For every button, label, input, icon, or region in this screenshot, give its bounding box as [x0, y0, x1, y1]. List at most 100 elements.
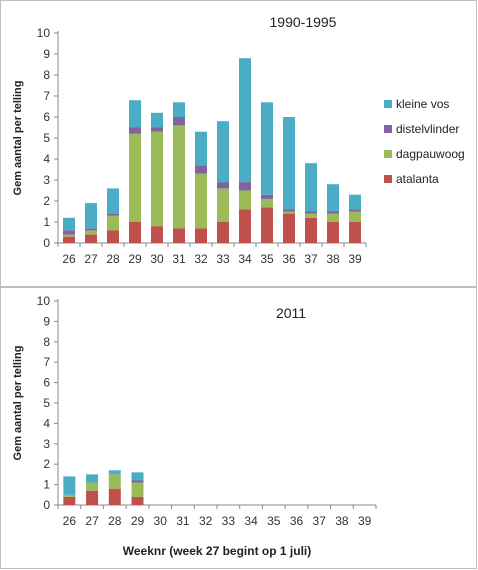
- legend-swatch-atalanta: [384, 175, 392, 183]
- legend-label-atalanta: atalanta: [396, 172, 439, 186]
- y-tick-label: 9: [43, 47, 50, 61]
- y-tick-label: 9: [43, 314, 50, 328]
- bar-segment-dagpauwoog-week-27: [85, 230, 97, 235]
- x-tick-label: 37: [304, 252, 318, 266]
- bar-segment-atalanta-week-29: [129, 222, 141, 243]
- bar-segment-atalanta-week-27: [85, 234, 97, 243]
- bar-segment-distelvlinder-week-26: [63, 230, 75, 235]
- bar-segment-kleine-vos-week-31: [173, 102, 185, 117]
- bar-segment-atalanta-week-29: [131, 496, 144, 505]
- bar-segment-dagpauwoog-week-32: [195, 173, 207, 229]
- x-tick-label: 26: [63, 514, 77, 528]
- legend-swatch-dagpauwoog: [384, 150, 392, 158]
- x-tick-label: 35: [260, 252, 274, 266]
- x-tick-label: 32: [199, 514, 213, 528]
- bar-segment-kleine-vos-week-28: [108, 470, 121, 475]
- bar-segment-distelvlinder-week-33: [217, 182, 229, 189]
- y-tick-label: 3: [43, 173, 50, 187]
- bar-segment-dagpauwoog-week-26: [63, 234, 75, 237]
- y-axis-label: Gem aantal per telling: [12, 346, 24, 461]
- x-tick-label: 36: [282, 252, 296, 266]
- bar-segment-atalanta-week-26: [63, 236, 75, 243]
- bar-segment-distelvlinder-week-28: [107, 213, 119, 216]
- x-tick-label: 29: [128, 252, 142, 266]
- bar-segment-dagpauwoog-week-35: [261, 198, 273, 208]
- x-tick-label: 28: [106, 252, 120, 266]
- y-tick-label: 5: [43, 131, 50, 145]
- bar-segment-distelvlinder-week-29: [129, 127, 141, 134]
- bar-segment-distelvlinder-week-31: [173, 117, 185, 126]
- x-tick-label: 39: [358, 514, 372, 528]
- bar-segment-kleine-vos-week-33: [217, 121, 229, 183]
- x-tick-label: 34: [238, 252, 252, 266]
- bar-segment-distelvlinder-week-38: [327, 211, 339, 214]
- x-tick-label: 27: [84, 252, 98, 266]
- bar-segment-atalanta-week-33: [217, 222, 229, 243]
- y-tick-label: 2: [43, 194, 50, 208]
- x-tick-label: 27: [85, 514, 99, 528]
- legend-label-dagpauwoog: dagpauwoog: [396, 147, 465, 161]
- x-tick-label: 31: [176, 514, 190, 528]
- bar-segment-kleine-vos-week-35: [261, 102, 273, 195]
- y-tick-label: 4: [43, 152, 50, 166]
- bar-segment-dagpauwoog-week-27: [86, 482, 99, 491]
- bar-segment-dagpauwoog-week-34: [239, 190, 251, 210]
- x-tick-label: 37: [313, 514, 327, 528]
- bar-segment-dagpauwoog-week-28: [107, 215, 119, 231]
- legend-swatch-kleine-vos: [384, 100, 392, 108]
- bar-segment-distelvlinder-week-32: [195, 165, 207, 174]
- bar-segment-dagpauwoog-week-26: [63, 494, 76, 497]
- bar-segment-kleine-vos-week-32: [195, 131, 207, 166]
- bar-segment-kleine-vos-week-34: [239, 58, 251, 183]
- bar-segment-dagpauwoog-week-39: [349, 211, 361, 222]
- x-tick-label: 38: [335, 514, 349, 528]
- bar-segment-atalanta-week-28: [108, 488, 121, 505]
- x-tick-label: 38: [326, 252, 340, 266]
- bar-segment-kleine-vos-week-38: [327, 184, 339, 212]
- y-tick-label: 7: [43, 355, 50, 369]
- bar-segment-distelvlinder-week-39: [349, 209, 361, 212]
- x-axis-label: Weeknr (week 27 begint op 1 juli): [123, 544, 312, 558]
- y-tick-label: 0: [43, 236, 50, 250]
- y-tick-label: 8: [43, 68, 50, 82]
- x-tick-label: 28: [108, 514, 122, 528]
- bar-segment-kleine-vos-week-37: [305, 163, 317, 212]
- bar-segment-kleine-vos-week-30: [151, 112, 163, 128]
- y-tick-label: 5: [43, 396, 50, 410]
- x-tick-label: 26: [62, 252, 76, 266]
- y-tick-label: 10: [37, 26, 51, 40]
- x-tick-label: 36: [290, 514, 304, 528]
- bar-segment-kleine-vos-week-28: [107, 188, 119, 214]
- y-tick-label: 4: [43, 416, 50, 430]
- x-tick-label: 35: [267, 514, 281, 528]
- bar-segment-dagpauwoog-week-29: [129, 133, 141, 222]
- chart-title: 1990-1995: [270, 14, 337, 30]
- bar-segment-kleine-vos-week-29: [129, 100, 141, 128]
- y-tick-label: 6: [43, 110, 50, 124]
- bar-segment-dagpauwoog-week-30: [151, 131, 163, 227]
- bar-segment-dagpauwoog-week-38: [327, 213, 339, 222]
- bar-segment-distelvlinder-week-27: [85, 228, 97, 231]
- chart-panel-2011: 2011 Gem aantal per telling 0 1 2 3 4 5 6 7 8 9 10 26…: [0, 287, 477, 569]
- x-tick-label: 34: [244, 514, 258, 528]
- y-tick-label: 6: [43, 376, 50, 390]
- x-tick-label: 29: [131, 514, 145, 528]
- x-tick-label: 30: [154, 514, 168, 528]
- y-tick-label: 2: [43, 457, 50, 471]
- bar-segment-atalanta-week-26: [63, 496, 76, 505]
- x-tick-label: 33: [222, 514, 236, 528]
- bar-segment-kleine-vos-week-26: [63, 217, 75, 231]
- bar-segment-atalanta-week-38: [327, 222, 339, 243]
- legend-swatch-distelvlinder: [384, 125, 392, 133]
- legend-label-kleine-vos: kleine vos: [396, 97, 449, 111]
- x-tick-label: 39: [348, 252, 362, 266]
- bar-segment-distelvlinder-week-30: [151, 127, 163, 132]
- x-tick-label: 31: [172, 252, 186, 266]
- bar-segment-dagpauwoog-week-33: [217, 188, 229, 222]
- chart-title: 2011: [276, 305, 306, 321]
- bar-segment-kleine-vos-week-36: [283, 117, 295, 210]
- bar-segment-atalanta-week-28: [107, 230, 119, 243]
- bar-segment-atalanta-week-36: [283, 213, 295, 243]
